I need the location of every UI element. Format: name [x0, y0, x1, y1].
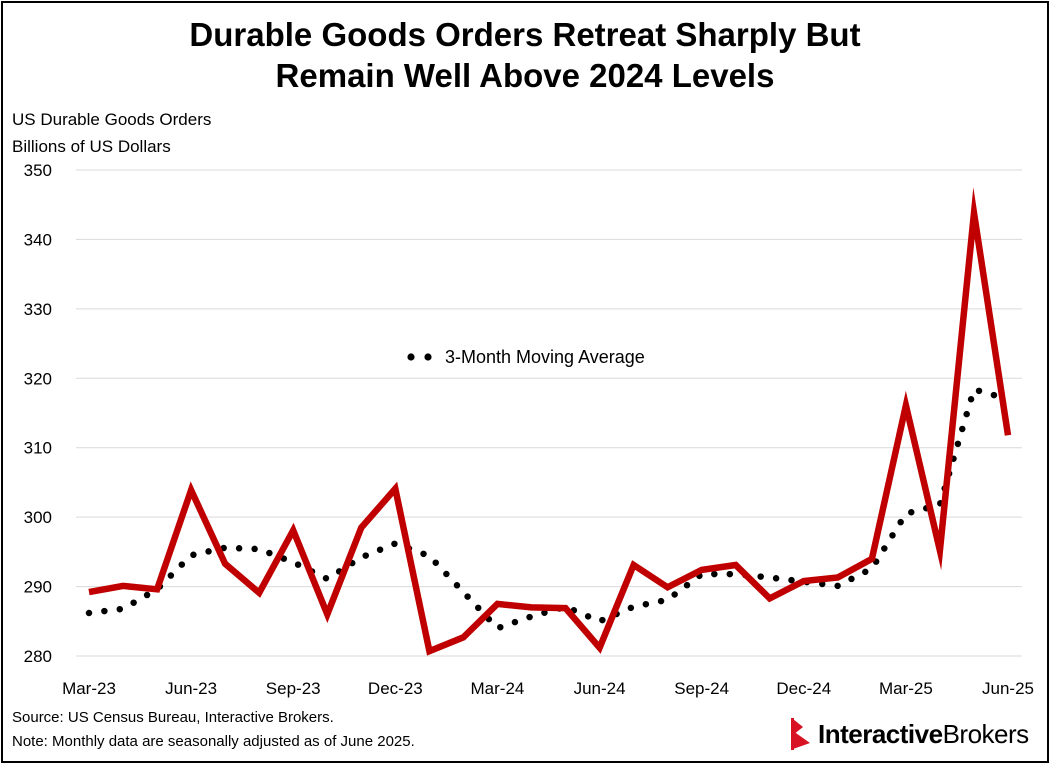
data-point	[392, 486, 398, 492]
chart-title-line-2: Remain Well Above 2024 Levels	[275, 57, 775, 94]
x-tick-label: Sep-24	[674, 679, 729, 698]
data-point	[358, 525, 364, 531]
data-point	[801, 578, 807, 584]
data-point	[937, 547, 943, 553]
data-point	[1005, 432, 1011, 438]
x-tick-label: Sep-23	[266, 679, 321, 698]
data-point	[426, 648, 432, 654]
data-point	[597, 645, 603, 651]
chart-title-line-1: Durable Goods Orders Retreat Sharply But	[189, 16, 861, 53]
y-tick-label: 310	[24, 439, 52, 458]
logo-wordmark-regular: Brokers	[942, 718, 1030, 749]
data-point	[665, 584, 671, 590]
y-tick-label: 300	[24, 508, 52, 527]
data-point	[869, 556, 875, 562]
x-tick-label: Dec-23	[368, 679, 423, 698]
data-point	[324, 611, 330, 617]
y-tick-label: 280	[24, 647, 52, 666]
data-point	[631, 562, 637, 568]
data-point	[903, 402, 909, 408]
logo-wordmark: InteractiveBrokers	[818, 719, 1029, 750]
y-tick-label: 320	[24, 369, 52, 388]
data-point	[256, 590, 262, 596]
data-point	[86, 589, 92, 595]
y-tick-label: 350	[24, 161, 52, 180]
data-point	[460, 634, 466, 640]
data-point	[699, 567, 705, 573]
y-tick-label: 330	[24, 300, 52, 319]
chart-title: Durable Goods Orders Retreat Sharply But…	[0, 14, 1050, 96]
durable-goods-orders-line	[88, 187, 1012, 656]
legend-dot	[407, 353, 415, 361]
data-point	[767, 595, 773, 601]
chart-footer: Source: US Census Bureau, Interactive Br…	[12, 706, 415, 754]
source-note: Source: US Census Bureau, Interactive Br…	[12, 709, 334, 726]
x-tick-label: Mar-25	[879, 679, 933, 698]
interactive-brokers-logo: InteractiveBrokers	[790, 712, 1029, 756]
data-point	[563, 605, 569, 611]
x-tick-label: Mar-23	[62, 679, 116, 698]
data-point	[528, 604, 534, 610]
data-point	[971, 210, 977, 216]
x-tick-label: Jun-24	[574, 679, 626, 698]
legend-label: 3-Month Moving Average	[445, 347, 645, 367]
y-tick-label: 290	[24, 578, 52, 597]
logo-wordmark-bold: Interactive	[818, 718, 943, 749]
legend-dot	[424, 353, 432, 361]
data-point	[290, 527, 296, 533]
y-axis-label: US Durable Goods Orders Billions of US D…	[12, 106, 211, 160]
data-point	[154, 586, 160, 592]
data-point	[835, 575, 841, 581]
x-tick-label: Mar-24	[471, 679, 525, 698]
data-point	[733, 562, 739, 568]
data-point	[494, 601, 500, 607]
y-axis-label-line-1: US Durable Goods Orders	[12, 110, 212, 129]
data-point	[120, 583, 126, 589]
ib-flag-icon	[791, 718, 810, 750]
y-axis-label-line-2: Billions of US Dollars	[12, 137, 171, 156]
moving-average-line	[85, 385, 1012, 632]
x-tick-label: Jun-23	[165, 679, 217, 698]
x-tick-label: Dec-24	[776, 679, 831, 698]
data-point	[188, 487, 194, 493]
data-note: Note: Monthly data are seasonally adjust…	[12, 733, 415, 750]
data-point	[222, 561, 228, 567]
y-tick-label: 340	[24, 230, 52, 249]
x-tick-label: Jun-25	[982, 679, 1034, 698]
